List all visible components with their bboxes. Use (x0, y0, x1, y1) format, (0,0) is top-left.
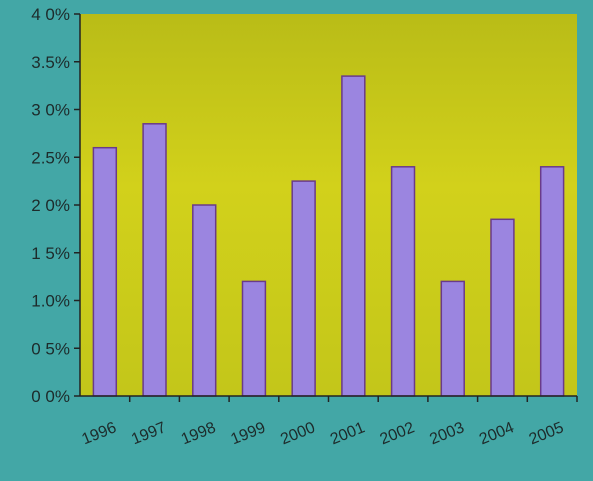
bar-2005 (539, 166, 565, 397)
x-tick-label: 1998 (179, 419, 218, 448)
bar-2000 (291, 180, 316, 397)
y-tick-label: 2.5% (31, 148, 70, 167)
bar-1996 (92, 146, 118, 397)
y-tick-label: 2 0% (31, 196, 70, 215)
y-tick-label: 1.0% (31, 292, 70, 311)
x-axis-labels: 1996 1997 1998 1999 2000 2001 2002 2003 2004 2005 (79, 396, 578, 448)
x-tick-label: 2005 (527, 419, 566, 448)
y-tick-label: 0 5% (31, 339, 70, 358)
bar-1998 (192, 204, 217, 397)
bar-1999 (241, 280, 267, 397)
y-tick-label: 3 0% (31, 101, 70, 120)
y-tick-label: 4 0% (31, 5, 70, 24)
y-tick-label: 0 0% (31, 387, 70, 406)
bars-group (92, 75, 565, 397)
x-tick-label: 2000 (278, 419, 317, 448)
bar-1997 (142, 123, 167, 397)
x-tick-label: 2002 (378, 419, 417, 448)
y-axis-ticks: 0 0% 0 5% 1.0% 1 5% 2 0% 2.5% 3 0% 3.5% 4 0% (31, 5, 80, 406)
y-tick-label: 3.5% (31, 53, 70, 72)
x-tick-label: 2004 (477, 419, 516, 448)
x-tick-label: 1997 (129, 419, 168, 448)
x-tick-label: 1999 (229, 419, 268, 448)
bar-2002 (390, 166, 416, 397)
x-tick-label: 2003 (427, 419, 466, 448)
x-tick-label: 2001 (328, 419, 367, 448)
bar-2003 (440, 280, 465, 397)
bar-2001 (341, 75, 366, 397)
x-tick-label: 1996 (79, 419, 118, 448)
bar-2004 (490, 218, 515, 397)
y-tick-label: 1 5% (31, 244, 70, 263)
